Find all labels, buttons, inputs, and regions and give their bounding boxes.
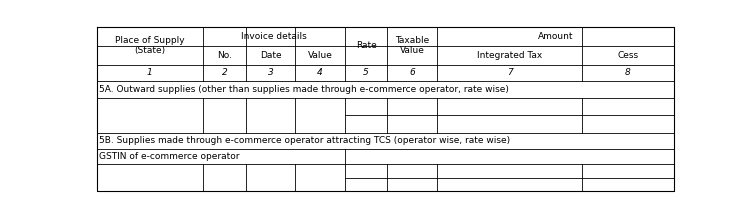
Text: Value: Value xyxy=(308,51,332,60)
Text: 5A. Outward supplies (other than supplies made through e-commerce operator, rate: 5A. Outward supplies (other than supplie… xyxy=(99,85,509,94)
Text: 6: 6 xyxy=(410,68,416,77)
Text: Invoice details: Invoice details xyxy=(241,32,307,41)
Text: No.: No. xyxy=(217,51,232,60)
Text: 7: 7 xyxy=(507,68,512,77)
Text: Taxable
Value: Taxable Value xyxy=(395,36,430,55)
Text: 3: 3 xyxy=(268,68,273,77)
Text: 5: 5 xyxy=(363,68,369,77)
Text: Place of Supply
(State): Place of Supply (State) xyxy=(115,36,184,55)
Text: 1: 1 xyxy=(147,68,153,77)
Text: Integrated Tax: Integrated Tax xyxy=(477,51,542,60)
Text: Amount: Amount xyxy=(538,32,574,41)
Text: Cess: Cess xyxy=(617,51,638,60)
Text: 5B. Supplies made through e-commerce operator attracting TCS (operator wise, rat: 5B. Supplies made through e-commerce ope… xyxy=(99,136,510,145)
Text: Rate: Rate xyxy=(356,41,376,50)
Text: Date: Date xyxy=(260,51,281,60)
Text: GSTIN of e-commerce operator: GSTIN of e-commerce operator xyxy=(99,152,239,161)
Text: 8: 8 xyxy=(625,68,631,77)
Text: 2: 2 xyxy=(221,68,227,77)
Text: 4: 4 xyxy=(317,68,322,77)
